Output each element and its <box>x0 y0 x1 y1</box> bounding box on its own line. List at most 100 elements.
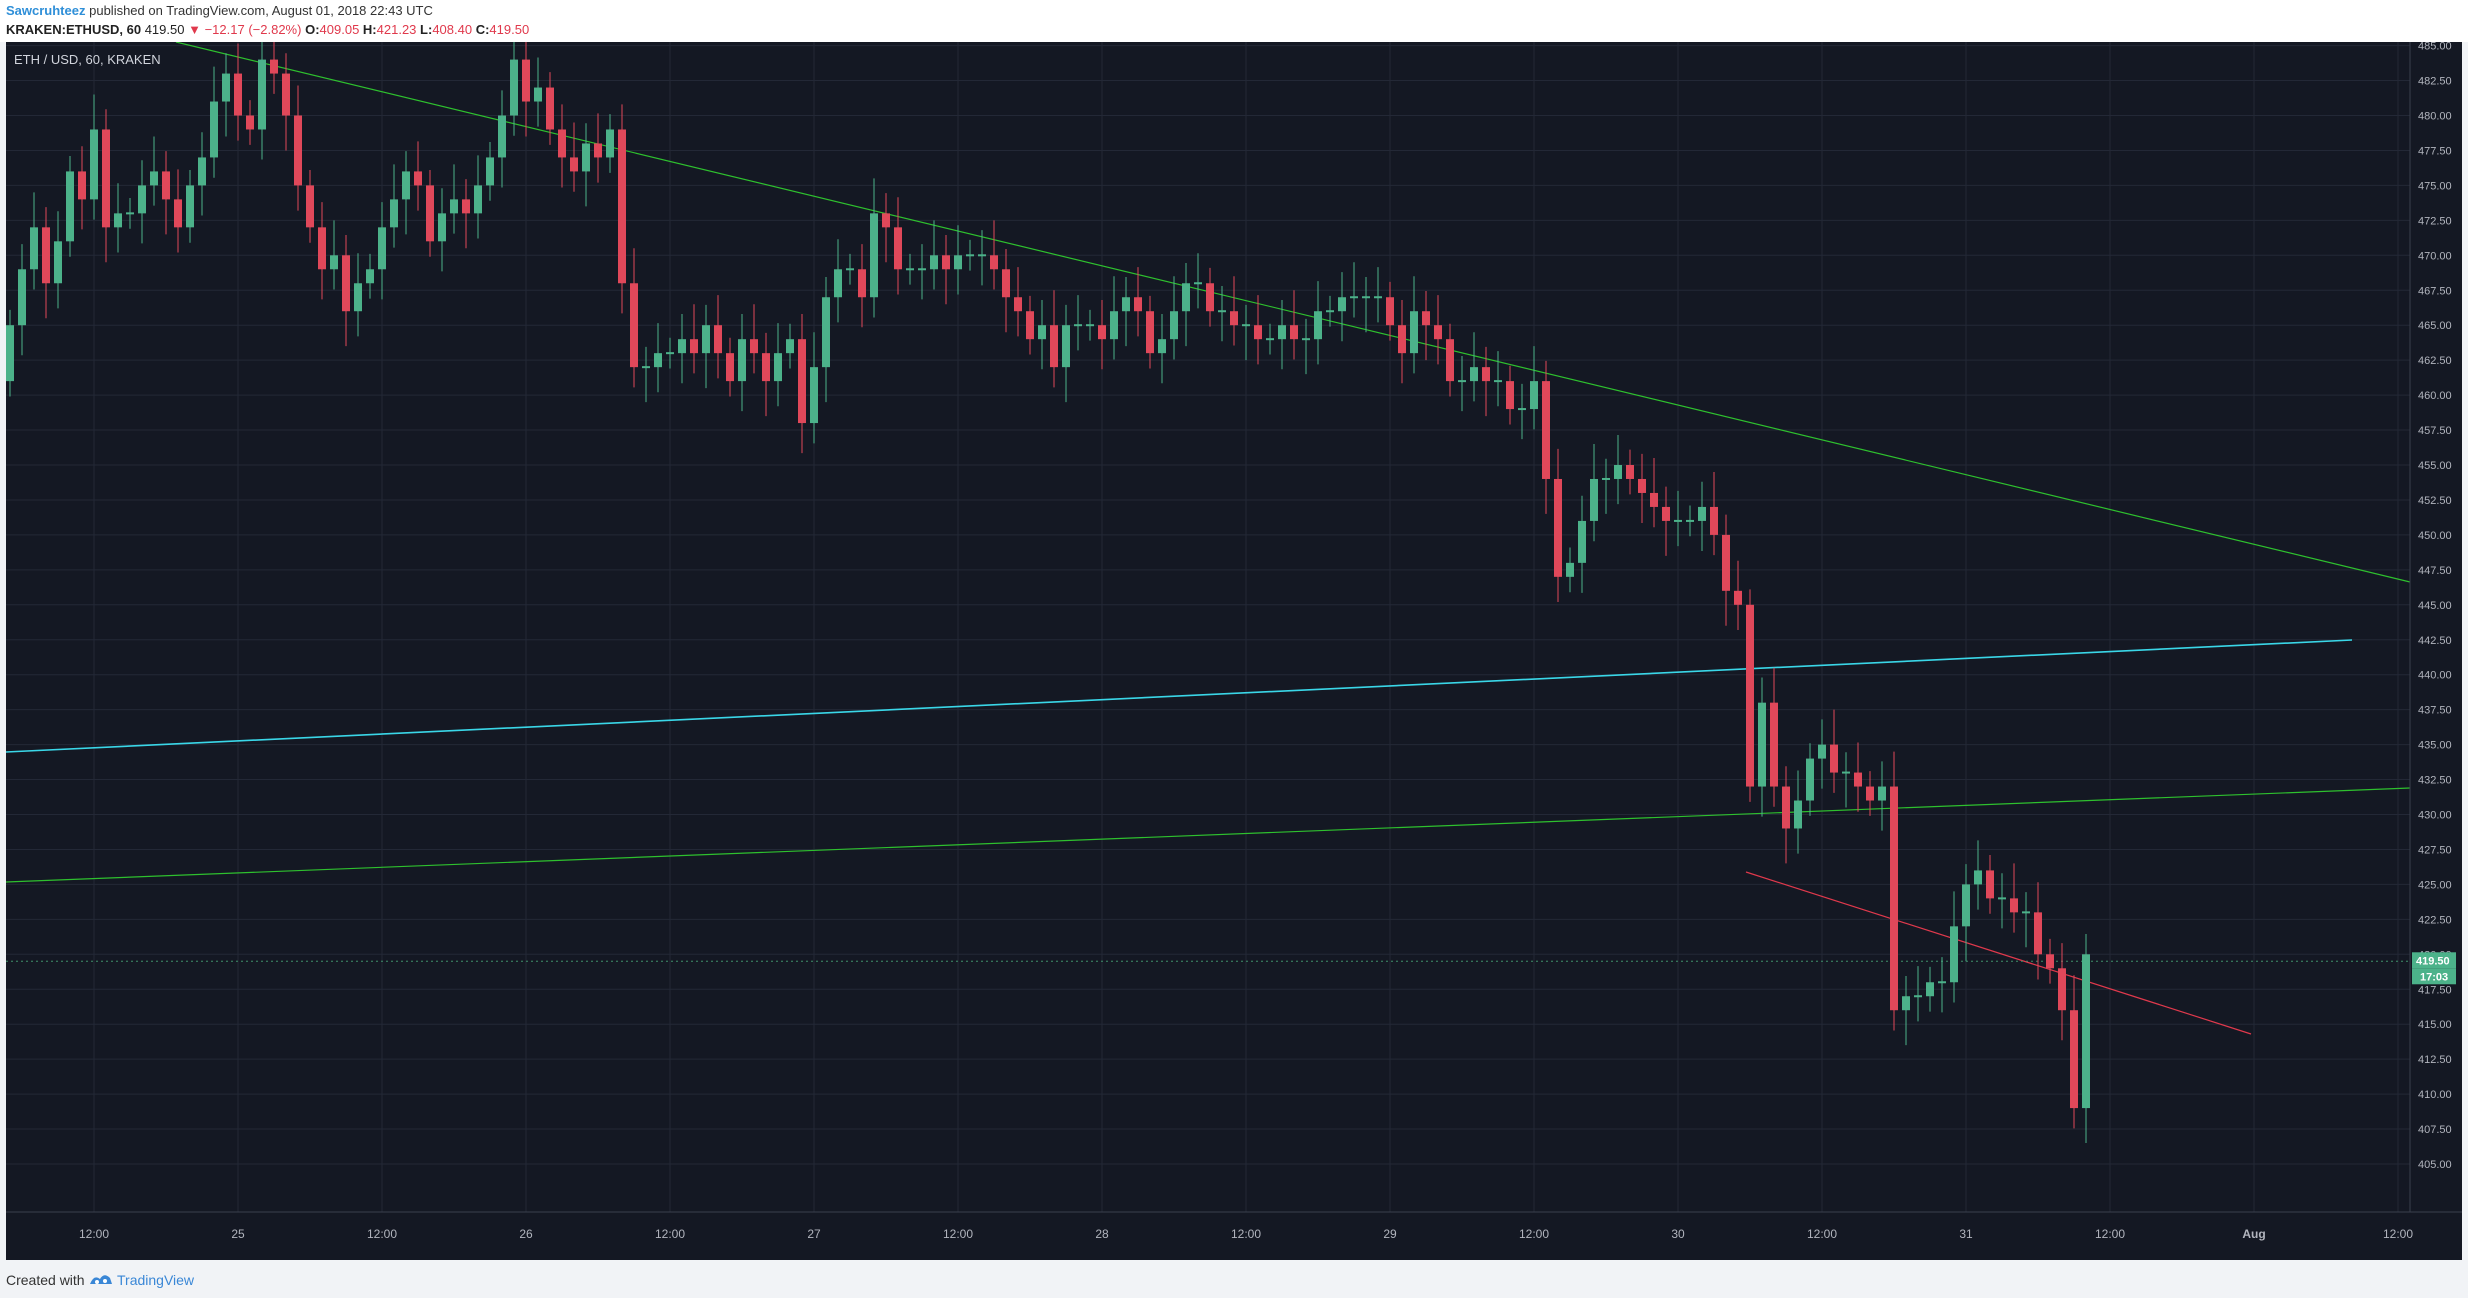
candle-body <box>1662 506 1670 521</box>
candle-body <box>942 255 950 270</box>
candle-body <box>402 171 410 200</box>
candle-body <box>306 185 314 228</box>
x-tick-label: 12:00 <box>79 1227 109 1241</box>
candle-body <box>30 227 38 270</box>
candle-body <box>630 283 638 368</box>
candle-body <box>1290 325 1298 340</box>
candle-body <box>294 115 302 186</box>
downtrend-resistance-line[interactable] <box>175 41 2411 583</box>
y-tick-label: 470.00 <box>2418 250 2452 262</box>
candle-body <box>258 59 266 130</box>
candle-body <box>618 129 626 284</box>
candle-body <box>1986 870 1994 899</box>
candle-body <box>2010 898 2018 913</box>
tradingview-logo-icon[interactable] <box>88 1270 114 1288</box>
x-tick-label: 12:00 <box>1807 1227 1837 1241</box>
candle-body <box>1830 744 1838 773</box>
y-tick-label: 410.00 <box>2418 1089 2452 1101</box>
y-tick-label: 437.50 <box>2418 705 2452 717</box>
candle-body <box>1542 381 1550 479</box>
author-link[interactable]: Sawcruhteez <box>6 3 86 18</box>
y-tick-label: 422.50 <box>2418 914 2452 926</box>
low-value: 408.40 <box>432 22 473 37</box>
candle-body <box>186 185 194 228</box>
candle-body <box>558 129 566 158</box>
candle-body <box>1638 478 1646 493</box>
y-tick-label: 442.50 <box>2418 635 2452 647</box>
candle-body <box>1650 492 1658 507</box>
x-tick-label: 12:00 <box>1519 1227 1549 1241</box>
y-tick-label: 432.50 <box>2418 775 2452 787</box>
candle-body <box>1230 311 1238 326</box>
candle-body <box>126 212 134 215</box>
candle-body <box>90 129 98 200</box>
publication-header: Sawcruhteez published on TradingView.com… <box>0 0 2468 42</box>
candle-body <box>606 129 614 158</box>
candle-body <box>174 199 182 228</box>
candle-body <box>1158 339 1166 354</box>
candle-body <box>1362 296 1370 299</box>
x-tick-label: 12:00 <box>1231 1227 1261 1241</box>
candle-body <box>66 171 74 242</box>
candle-body <box>1422 311 1430 326</box>
candle-body <box>930 255 938 270</box>
y-tick-label: 452.50 <box>2418 495 2452 507</box>
x-tick-label: 26 <box>519 1227 533 1241</box>
candle-body <box>1086 324 1094 327</box>
footer: Created with TradingView <box>0 1260 2468 1298</box>
candle-body <box>1062 325 1070 368</box>
candle-body <box>1278 325 1286 340</box>
candle-body <box>1554 478 1562 577</box>
candle-body <box>1722 534 1730 591</box>
candle-body <box>1758 702 1766 787</box>
candle-body <box>522 59 530 102</box>
tradingview-brand-link[interactable]: TradingView <box>117 1272 195 1288</box>
candle-body <box>1626 465 1634 479</box>
candle-body <box>1902 996 1910 1011</box>
candle-body <box>1098 325 1106 340</box>
candle-body <box>1470 367 1478 382</box>
candle-body <box>330 255 338 270</box>
ascending-support-line-cyan[interactable] <box>5 639 2353 753</box>
candle-body <box>234 73 242 116</box>
candle-body <box>2034 912 2042 955</box>
candle-body <box>570 157 578 172</box>
y-tick-label: 457.50 <box>2418 425 2452 437</box>
candle-body <box>1026 311 1034 340</box>
candle-body <box>726 353 734 382</box>
candle-body <box>42 227 50 284</box>
short-term-resistance-line-red[interactable] <box>1745 871 2252 1035</box>
candle-body <box>546 87 554 130</box>
candle-body <box>486 157 494 186</box>
candle-body <box>1614 465 1622 479</box>
open-label: O: <box>305 22 320 37</box>
candle-body <box>954 255 962 270</box>
chart-title: ETH / USD, 60, KRAKEN <box>14 52 161 67</box>
candle-body <box>1338 297 1346 312</box>
candle-body <box>882 213 890 228</box>
candle-body <box>1302 338 1310 341</box>
candle-body <box>1386 297 1394 326</box>
candle-body <box>1746 604 1754 787</box>
candle-body <box>1698 506 1706 521</box>
candle-body <box>834 269 842 298</box>
candle-body <box>2022 911 2030 914</box>
ascending-support-line-green[interactable] <box>5 787 2411 883</box>
candle-body <box>1914 995 1922 998</box>
candle-body <box>642 366 650 369</box>
candle-body <box>1182 283 1190 312</box>
candle-body <box>1686 519 1694 522</box>
candle-body <box>1146 311 1154 354</box>
low-label: L: <box>420 22 433 37</box>
candle-body <box>414 171 422 186</box>
y-tick-label: 412.50 <box>2418 1054 2452 1066</box>
candlestick-chart[interactable]: 405.00407.50410.00412.50415.00417.50420.… <box>5 6 2462 1260</box>
chart-panel[interactable]: 405.00407.50410.00412.50415.00417.50420.… <box>5 6 2462 1260</box>
y-tick-label: 447.50 <box>2418 565 2452 577</box>
candle-body <box>1890 786 1898 1011</box>
candle-body <box>690 339 698 354</box>
x-tick-label: 28 <box>1095 1227 1109 1241</box>
candle-body <box>870 213 878 298</box>
candle-body <box>450 199 458 214</box>
x-tick-label: 30 <box>1671 1227 1685 1241</box>
